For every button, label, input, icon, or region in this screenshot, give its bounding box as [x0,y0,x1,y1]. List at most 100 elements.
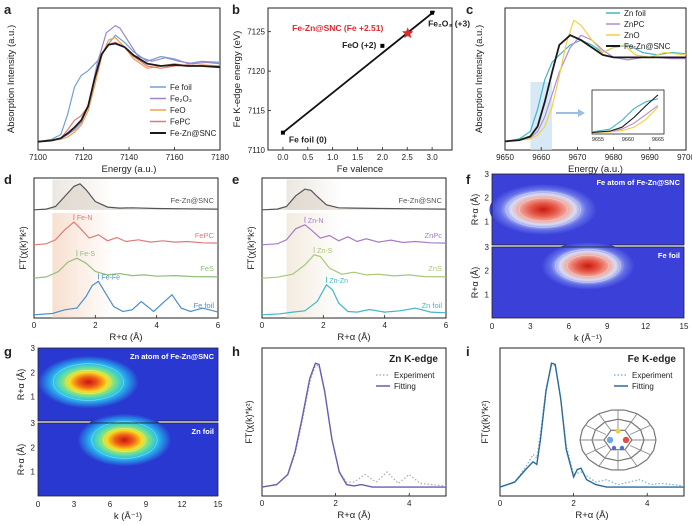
panel-f-heatmap-contour [566,254,610,277]
panel-e-series-label: ZnPc [424,231,442,240]
panel-g-heatmap-title: Zn foil [192,427,215,436]
panel-i-molecule-bond [653,429,657,441]
panel-i-molecule-bond [603,429,612,441]
panel-c-inset-series [591,98,659,133]
panel-label-c: c [466,2,473,17]
panel-a-series-fepc [37,41,220,143]
panel-e-ylabel: FT(χ(k)*k²) [246,226,256,269]
panel-e-series-label: Zn foil [422,301,443,310]
panel-label-i: i [466,344,470,359]
panel-b-xtick-label: 0.0 [277,153,289,162]
panel-i-molecule-bond [617,457,632,462]
panel-d-xtick-label: 0 [32,321,37,330]
panel-c-xtick-label: 9650 [496,153,514,162]
panel-c-ylabel: Absorption Intensity (a.u.) [474,25,485,133]
panel-e-peak-label: Zn-N [308,218,324,225]
panel-f-xtick-label: 9 [605,322,610,331]
panel-i-molecule-atom-fe [622,436,630,444]
panel-g-heatmap-contour [65,369,112,395]
panel-c-xtick-label: 9670 [569,153,587,162]
panel-label-a: a [4,2,12,17]
panel-g-xlabel: k (Å⁻¹) [114,511,142,522]
panel-e-series-fill [262,189,446,210]
panel-i-molecule-bond [584,445,607,456]
panel-i-molecule-bond [630,421,641,431]
panel-i-legend-label: Experiment [632,371,673,380]
panel-i-molecule-structure-icon [579,409,657,471]
panel-d-series-label: FePC [195,231,215,240]
panel-h-frame [261,347,447,497]
panel-b-ytick-label: 7125 [247,28,265,37]
panel-i-molecule-bond [624,449,638,467]
panel-d-series-label: Fe foil [194,301,215,310]
panel-i-molecule-bond [636,459,648,467]
panel-i-frame [499,347,685,497]
panel-d-peak-label: Fe-Fe [101,274,120,281]
panel-i-molecule-bond [639,439,645,451]
panel-f-ytick-label: 3 [485,170,490,179]
panel-c-xtick-label: 9680 [605,153,623,162]
panel-label-h: h [232,344,240,359]
panel-e-frame [261,177,447,319]
panel-e-series-label: Fe-Zn@SNC [399,196,443,205]
panel-a-legend-label: FeO [170,106,186,115]
panel-f-ytick-label: 2 [485,194,490,203]
panel-i-molecule-bond [624,465,638,471]
panel-d-xlabel: R+α (Å) [109,332,142,343]
panel-e-series-zn-foil [261,283,447,316]
panel-d-shaded-band [52,213,114,318]
panel-f-heatmap-title: Fe foil [658,251,680,260]
panel-i-molecule-bond [653,439,657,451]
panel-e-peak-label: Zn-Zn [329,278,348,285]
panel-d-frame [33,177,219,319]
panel-i-xlabel: R+α (Å) [575,510,608,521]
panel-d-series-label: Fe-Zn@SNC [171,196,215,205]
panel-i-molecule-bond [624,413,638,431]
panel-c-legend-label: ZnPC [624,20,645,29]
panel-f-xtick-label: 6 [567,322,572,331]
panel-b-point-label: Fe₂O₃ (+3) [428,19,470,29]
panel-label-e: e [232,172,239,187]
panel-i-molecule-bond [595,449,606,459]
panel-i-molecule-atom-zn [606,436,614,444]
panel-b-frame [267,7,453,151]
panel-f-xtick-label: 12 [641,322,650,331]
panel-i-molecule-bond [624,409,638,415]
panel-a-xtick-label: 7160 [166,153,184,162]
panel-b-point-label: Fe-Zn@SNC (Fe +2.51) [292,23,383,33]
panel-i-molecule-atom-n [619,445,625,451]
panel-h-legend-label: Fitting [394,382,416,391]
panel-c-legend-label: Fe-Zn@SNC [624,42,671,51]
panel-e-peak-label: Zn-S [317,248,333,255]
panel-d-series-fe-zn-snc [33,183,219,211]
panel-d-peak-label: Fe-N [77,215,93,222]
panel-c-inset-series [591,106,659,134]
panel-label-f: f [466,172,471,187]
panel-f-ytick-label: 3 [485,243,490,252]
panel-e-xtick-label: 0 [260,321,265,330]
panel-f-ytick-label: 1 [485,290,490,299]
panel-h-xtick-label: 4 [407,499,412,508]
panel-c-inset-xtick-label: 9655 [592,137,604,143]
panel-f-xtick-label: 3 [528,322,533,331]
panel-i-molecule-bond [588,413,600,421]
panel-b-ylabel: Fe K-edge energy (eV) [232,31,243,128]
panel-c-series-zno [504,19,687,142]
panel-i-molecule-bond [636,413,648,421]
panel-d-peak-label: Fe-S [80,251,96,258]
panel-e-series-label: ZnS [428,264,442,273]
panel-d-series-fill [34,183,218,210]
panel-h-title: Zn K-edge [389,354,438,365]
panel-d-xtick-label: 4 [154,321,159,330]
panel-i-molecule-bond [624,429,633,441]
panel-e-series-znpc [261,224,447,246]
panel-f-ytick-label: 1 [485,217,490,226]
panel-label-g: g [4,344,12,359]
panel-g-xtick-label: 0 [36,500,41,509]
panel-c-legend-label: Zn foil [624,9,646,18]
panel-a-xlabel: Energy (a.u.) [102,164,157,175]
panel-g-xtick-label: 12 [178,500,187,509]
panel-f-xtick-label: 0 [490,322,495,331]
panel-i-xtick-label: 0 [498,499,503,508]
